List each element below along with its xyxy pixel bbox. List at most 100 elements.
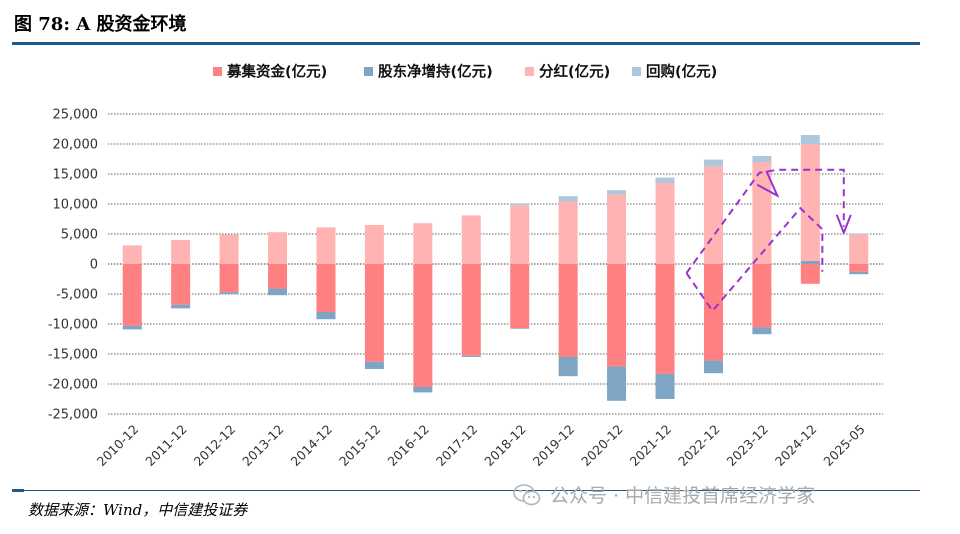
- bar-segment: [655, 264, 675, 374]
- bar-segment: [413, 387, 433, 393]
- bar-segment: [364, 225, 384, 264]
- bar-segment: [268, 232, 288, 264]
- bar-segment: [849, 234, 869, 264]
- bar-segment: [655, 177, 675, 183]
- bar-segment: [413, 264, 433, 387]
- bar-segment: [316, 312, 336, 320]
- x-tick-label: 2023-12: [723, 422, 771, 470]
- legend-swatch: [364, 67, 373, 76]
- arrow-head-down: [835, 214, 852, 236]
- bar-segment: [703, 159, 723, 167]
- bar-segment: [752, 156, 772, 162]
- x-axis: 2010-12 2011-12 2012-12 2013-12 2014-12 2015-…: [94, 422, 868, 470]
- bar-segment: [607, 264, 627, 367]
- x-tick-label: 2017-12: [433, 422, 481, 470]
- bar-segment: [607, 366, 627, 401]
- bar-segment: [364, 361, 384, 369]
- bar-segment: [171, 304, 191, 309]
- y-tick-label: 20,000: [53, 138, 99, 153]
- bar-segment: [510, 205, 530, 264]
- y-tick-label: 5,000: [61, 228, 98, 243]
- legend: 募集资金(亿元) 股东净增持(亿元) 分红(亿元) 回购(亿元): [213, 63, 717, 81]
- watermark: 公众号 · 中信建投首席经济学家: [512, 481, 815, 508]
- x-tick-label: 2011-12: [142, 422, 190, 470]
- legend-label: 回购(亿元): [646, 63, 717, 81]
- bar-segment: [510, 264, 530, 329]
- x-tick-label: 2016-12: [384, 422, 432, 470]
- y-tick-label: 10,000: [53, 198, 99, 213]
- bar-segment: [268, 288, 288, 296]
- bar-segment: [171, 264, 191, 305]
- bar-segment: [461, 264, 481, 356]
- title-rule: [12, 42, 920, 45]
- x-tick-label: 2022-12: [675, 422, 723, 470]
- y-tick-label: -10,000: [48, 318, 98, 333]
- bar-segment: [122, 245, 142, 264]
- y-tick-label: -25,000: [48, 408, 98, 423]
- bar-segment: [800, 261, 820, 264]
- wechat-icon: [513, 483, 541, 505]
- legend-swatch: [632, 67, 641, 76]
- bar-segment: [510, 328, 530, 329]
- y-tick-label: 0: [90, 258, 98, 273]
- legend-label: 股东净增持(亿元): [378, 63, 493, 81]
- bar-segment: [607, 190, 627, 195]
- bar-segment: [752, 264, 772, 328]
- bar-segment: [461, 215, 481, 264]
- y-axis: 25,000 20,000 15,000 10,000 5,000 0 -5,000 -10,…: [48, 108, 98, 423]
- bar-segment: [268, 264, 288, 289]
- bar-segment: [703, 264, 723, 361]
- y-tick-label: -15,000: [48, 348, 98, 363]
- bar-segment: [413, 223, 433, 264]
- x-tick-label: 2015-12: [336, 422, 384, 470]
- bar-segment: [558, 357, 578, 377]
- x-tick-label: 2012-12: [191, 422, 239, 470]
- bar-segment: [655, 183, 675, 264]
- x-tick-label: 2025-05: [820, 422, 868, 470]
- bar-segment: [219, 292, 239, 294]
- bar-segment: [558, 196, 578, 202]
- x-tick-label: 2013-12: [239, 422, 287, 470]
- bar-segment: [461, 355, 481, 357]
- bar-segment: [607, 194, 627, 264]
- bar-segment: [510, 203, 530, 206]
- x-tick-label: 2019-12: [530, 422, 578, 470]
- bars: [122, 135, 869, 401]
- legend-swatch: [213, 67, 222, 76]
- bar-segment: [171, 240, 191, 264]
- bar-segment: [219, 264, 239, 293]
- bar-segment: [800, 135, 820, 144]
- bar-segment: [655, 373, 675, 399]
- bar-segment: [558, 264, 578, 357]
- figure-title: 图 78: A 股资金环境: [14, 14, 187, 35]
- bar-segment: [752, 162, 772, 264]
- y-tick-label: 15,000: [53, 168, 99, 183]
- x-tick-label: 2014-12: [288, 422, 336, 470]
- x-tick-label: 2024-12: [772, 422, 820, 470]
- bar-segment: [558, 201, 578, 264]
- bar-segment: [752, 327, 772, 335]
- trend-annotation: [685, 168, 852, 313]
- bar-segment: [703, 360, 723, 374]
- y-tick-label: -5,000: [56, 288, 98, 303]
- bar-segment: [316, 264, 336, 312]
- bar-segment: [800, 264, 820, 284]
- legend-label: 募集资金(亿元): [226, 63, 327, 81]
- y-tick-label: 25,000: [53, 108, 99, 123]
- source-note: 数据来源：Wind，中信建投证券: [28, 501, 248, 519]
- bar-segment: [219, 234, 239, 264]
- legend-label: 分红(亿元): [539, 63, 610, 81]
- bar-segment: [122, 325, 142, 330]
- bar-segment: [703, 166, 723, 264]
- x-tick-label: 2020-12: [578, 422, 626, 470]
- legend-swatch: [525, 67, 534, 76]
- bar-segment: [364, 264, 384, 362]
- bar-segment: [800, 144, 820, 264]
- trend-arrow-lower: [685, 206, 824, 313]
- watermark-text: 公众号 · 中信建投首席经济学家: [550, 485, 816, 507]
- x-tick-label: 2010-12: [94, 422, 142, 470]
- source-rule: [12, 490, 920, 491]
- x-tick-label: 2018-12: [481, 422, 529, 470]
- y-tick-label: -20,000: [48, 378, 98, 393]
